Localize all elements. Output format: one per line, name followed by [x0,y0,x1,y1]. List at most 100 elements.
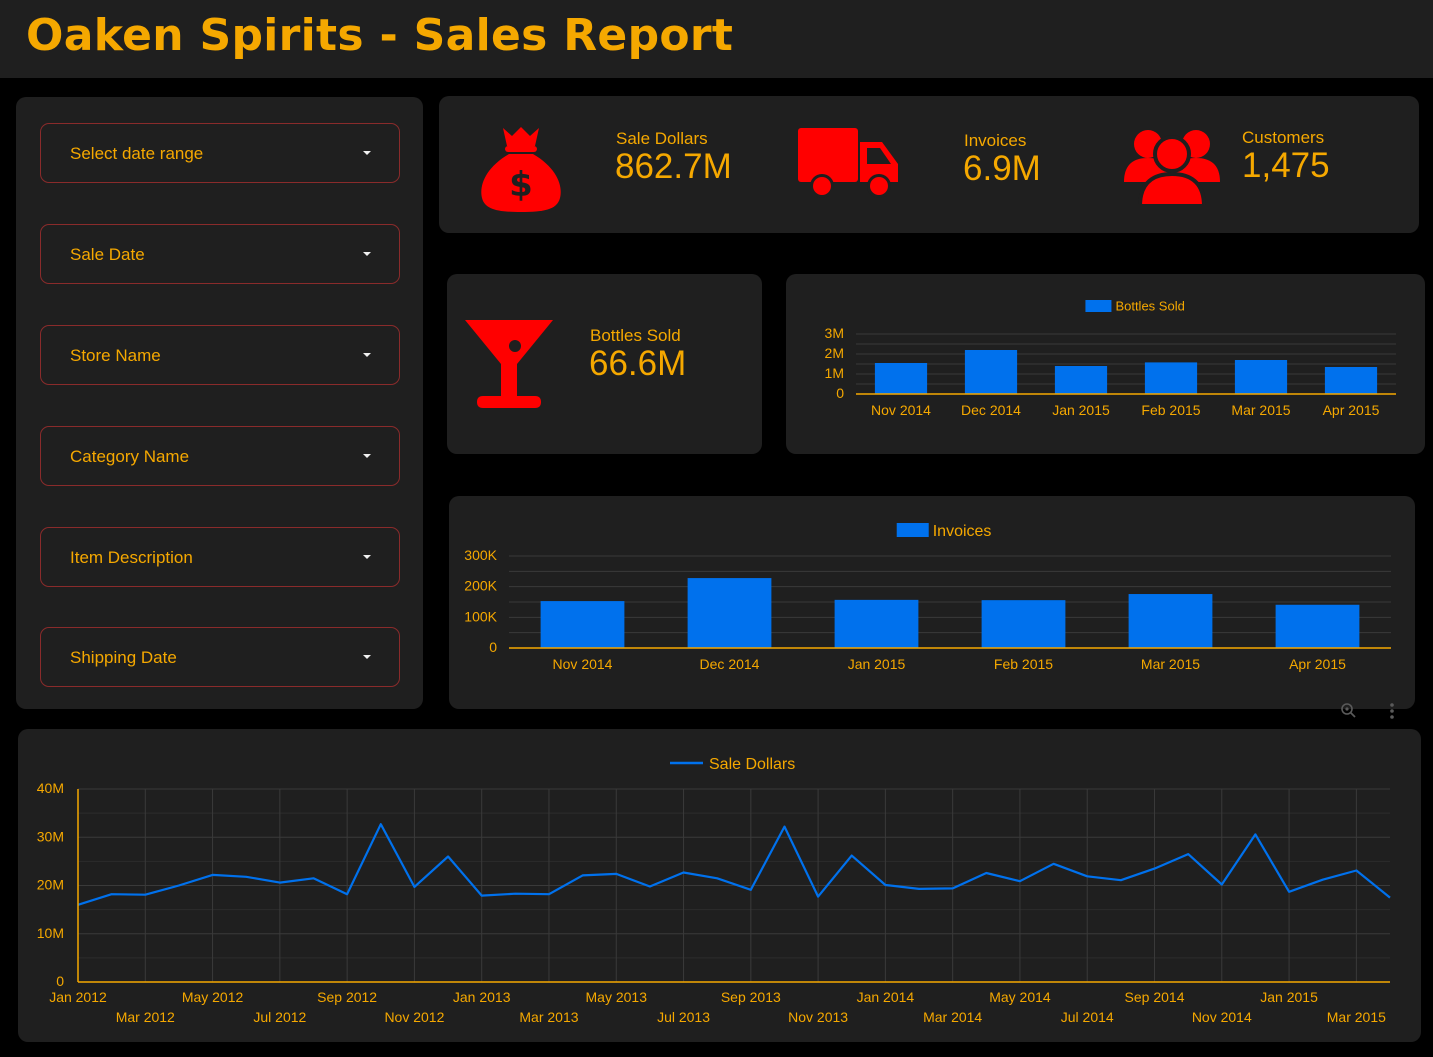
x-tick-label: Nov 2013 [788,1009,848,1025]
bottles-sold-value: 66.6M [589,344,687,383]
y-tick-label: 10M [37,925,64,941]
y-tick-label: 3M [825,325,844,341]
y-tick-label: 300K [464,547,497,563]
y-tick-label: 1M [825,365,844,381]
bar [1054,366,1108,394]
filter-label: Sale Date [70,245,145,264]
bar [834,599,919,648]
y-tick-label: 40M [37,780,64,796]
customers-value: 1,475 [1242,146,1330,185]
page-title: Oaken Spirits - Sales Report [26,10,734,61]
y-tick-label: 0 [836,385,844,401]
y-tick-label: 0 [56,973,64,989]
x-tick-label: Jan 2015 [1260,989,1318,1005]
x-tick-label: Sep 2012 [317,989,377,1005]
bar [1275,604,1360,648]
x-tick-label: Jan 2013 [453,989,511,1005]
bar [874,363,928,394]
filter-label: Shipping Date [70,648,177,667]
filter-label: Select date range [70,144,204,163]
sale-date-filter[interactable]: Sale Date [40,224,400,284]
x-tick-label: Mar 2015 [1231,402,1290,418]
filter-label: Category Name [70,447,190,466]
sale-dollars-value: 862.7M [615,147,732,186]
filters-panel: Select date range Sale Date Store Name C… [16,97,423,709]
legend-label: Invoices [933,523,992,540]
y-tick-label: 2M [825,345,844,361]
sale-dollars-label: Sale Dollars [616,129,708,148]
x-tick-label: Jul 2014 [1061,1009,1114,1025]
x-tick-label: Jul 2012 [253,1009,306,1025]
x-tick-label: Dec 2014 [961,402,1021,418]
caret-down-icon [363,151,371,155]
x-tick-label: Feb 2015 [994,656,1053,672]
x-tick-label: Mar 2015 [1141,656,1200,672]
x-tick-label: May 2014 [989,989,1051,1005]
header-bar: Oaken Spirits - Sales Report [0,0,1433,78]
bottles-sold-label: Bottles Sold [590,326,681,345]
x-tick-label: Jul 2013 [657,1009,710,1025]
bottles-sold-chart-svg: Bottles Sold 0 1M 2M 3M Nov 2014 Dec 2014 Jan 2… [825,299,1396,418]
money-bag-icon: $ [481,127,561,212]
x-tick-label: Apr 2015 [1289,656,1346,672]
x-tick-label: Mar 2013 [519,1009,578,1025]
legend-label: Sale Dollars [709,756,795,773]
y-tick-label: 100K [464,608,497,624]
y-tick-label: 20M [37,877,64,893]
y-tick-label: 30M [37,828,64,844]
x-tick-label: Nov 2012 [384,1009,444,1025]
shipping-date-filter[interactable]: Shipping Date [40,627,400,687]
date-range-filter[interactable]: Select date range [40,123,400,183]
bar [1234,360,1288,394]
bar [540,601,625,648]
y-tick-label: 200K [464,578,497,594]
x-tick-label: Dec 2014 [700,656,760,672]
x-tick-label: Feb 2015 [1141,402,1200,418]
customers-label: Customers [1242,128,1325,147]
item-description-filter[interactable]: Item Description [40,527,400,587]
x-tick-label: May 2012 [182,989,244,1005]
x-tick-label: Nov 2014 [871,402,931,418]
caret-down-icon [363,454,371,458]
bar [1128,594,1213,648]
bar [687,578,772,648]
kpi-summary-card: $ Sale Dollars 862.7M Invoices 6.9M Cust… [439,96,1419,233]
caret-down-icon [363,353,371,357]
sale-dollars-chart: Sale Dollars 0 10M 20M 30M 40M Jan 2012 Mar 201… [18,729,1421,1042]
caret-down-icon [363,655,371,659]
x-tick-label: Sep 2013 [721,989,781,1005]
x-tick-label: Sep 2014 [1125,989,1185,1005]
x-tick-label: Nov 2014 [553,656,613,672]
x-tick-label: Jan 2014 [857,989,915,1005]
bottles-sold-chart: Bottles Sold 0 1M 2M 3M Nov 2014 Dec 2014 Jan 2… [786,274,1425,454]
bar [981,600,1066,648]
x-tick-label: Mar 2012 [116,1009,175,1025]
x-tick-label: Jan 2015 [1052,402,1110,418]
y-tick-label: 0 [489,639,497,655]
category-name-filter[interactable]: Category Name [40,426,400,486]
users-icon [1124,130,1220,206]
x-tick-label: Mar 2014 [923,1009,982,1025]
bottles-sold-card: Bottles Sold 66.6M [447,274,762,454]
legend-swatch [1085,300,1112,312]
filter-label: Item Description [70,548,193,567]
store-name-filter[interactable]: Store Name [40,325,400,385]
sale-dollars-chart-svg: Sale Dollars 0 10M 20M 30M 40M Jan 2012 Mar 201… [37,756,1391,1025]
bar [964,350,1018,394]
invoices-chart-svg: Invoices 0 100K 200K 300K Nov 2014 Dec 2014 Jan… [464,523,1391,672]
legend-label: Bottles Sold [1115,299,1184,314]
caret-down-icon [363,555,371,559]
x-tick-label: May 2013 [586,989,648,1005]
zoom-icon[interactable] [1340,702,1356,718]
bar [1324,367,1378,394]
svg-text:$: $ [509,165,533,205]
series-line [77,823,1391,906]
caret-down-icon [363,252,371,256]
more-options-icon[interactable] [1388,702,1396,720]
cocktail-glass-icon [465,320,553,408]
invoices-value: 6.9M [963,149,1041,188]
legend-swatch [896,523,929,537]
filter-label: Store Name [70,346,161,365]
bar [1144,362,1198,394]
x-tick-label: Jan 2015 [848,656,906,672]
